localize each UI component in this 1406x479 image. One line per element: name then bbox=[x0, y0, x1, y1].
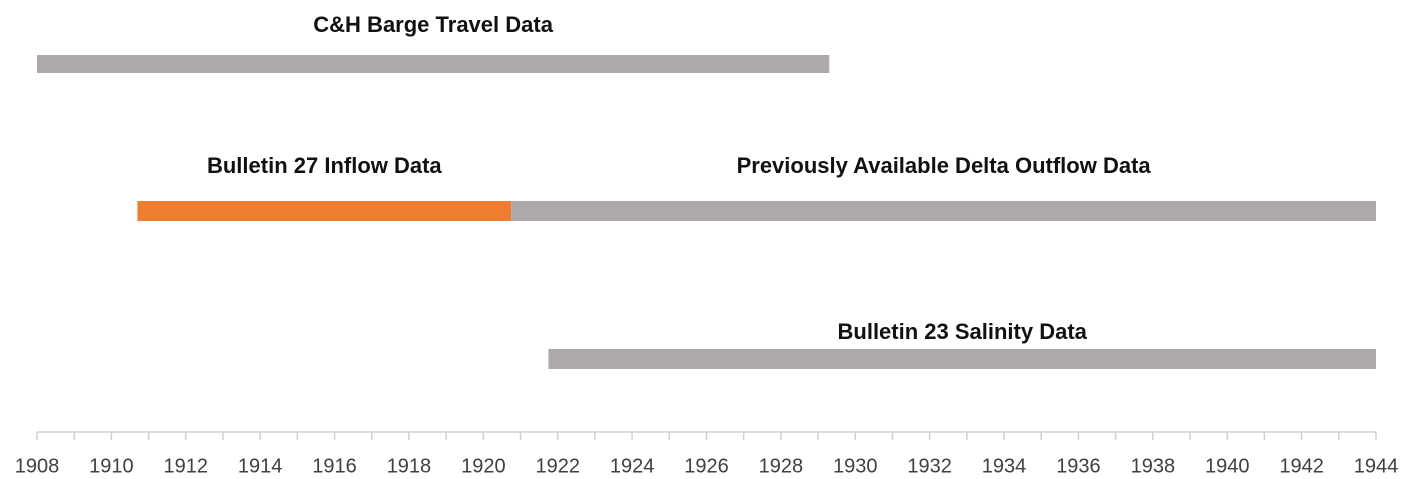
x-tick-label: 1916 bbox=[312, 455, 357, 477]
x-tick-label: 1942 bbox=[1279, 455, 1324, 477]
x-tick-label: 1924 bbox=[610, 455, 655, 477]
x-tick-label: 1930 bbox=[833, 455, 878, 477]
x-tick-label: 1928 bbox=[759, 455, 804, 477]
bar-label: C&H Barge Travel Data bbox=[313, 12, 553, 37]
x-tick-label: 1938 bbox=[1131, 455, 1176, 477]
x-tick-label: 1944 bbox=[1354, 455, 1399, 477]
x-tick-label: 1912 bbox=[164, 455, 209, 477]
x-tick-label: 1920 bbox=[461, 455, 506, 477]
bar-label: Bulletin 27 Inflow Data bbox=[207, 153, 442, 178]
x-tick-label: 1926 bbox=[684, 455, 729, 477]
x-tick-label: 1918 bbox=[387, 455, 432, 477]
bar-label: Bulletin 23 Salinity Data bbox=[838, 319, 1088, 344]
x-tick-label: 1940 bbox=[1205, 455, 1250, 477]
x-tick-label: 1914 bbox=[238, 455, 283, 477]
x-tick-label: 1932 bbox=[907, 455, 952, 477]
x-tick-label: 1922 bbox=[535, 455, 580, 477]
range-bar bbox=[511, 201, 1377, 221]
x-tick-label: 1936 bbox=[1056, 455, 1101, 477]
x-tick-label: 1934 bbox=[982, 455, 1027, 477]
range-bar bbox=[137, 201, 512, 221]
x-tick-label: 1910 bbox=[89, 455, 134, 477]
x-tick-label: 1908 bbox=[15, 455, 60, 477]
range-bar bbox=[548, 349, 1376, 369]
range-bar bbox=[37, 55, 830, 73]
bar-label: Previously Available Delta Outflow Data bbox=[737, 153, 1152, 178]
